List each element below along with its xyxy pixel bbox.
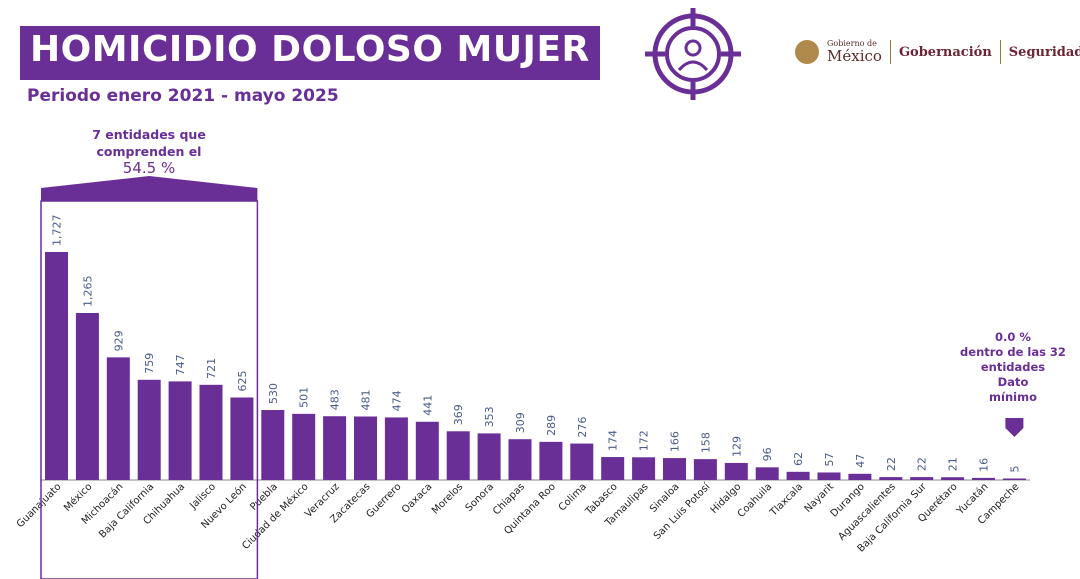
category-tick-label: Jalisco [187,481,218,512]
bar-value-label: 166 [669,431,682,452]
bar-value-label: 47 [854,454,867,468]
gobierno-logo: Gobierno de México [827,39,882,65]
bar [106,357,130,480]
bar-value-label: 5 [1008,466,1021,473]
bar [879,477,903,480]
bar [75,312,99,480]
bar-value-label: 96 [761,447,774,461]
title-banner: HOMICIDIO DOLOSO MUJER [20,26,600,80]
min-annotation-line4: Dato [998,375,1029,389]
bar [539,441,563,480]
bar-value-label: 1,727 [51,215,64,247]
bar [45,252,68,480]
category-tick-label: Oaxaca [400,481,434,515]
category-tick-label: Coahuila [736,481,775,520]
bar [168,381,192,480]
bars-group: 1,727Guanajuato1,265México929Michoacán75… [15,215,1030,555]
bar [570,443,594,480]
bar [292,413,316,480]
bar-value-label: 172 [638,430,651,451]
logo-divider [889,40,891,64]
category-tick-label: Guanajuato [15,481,64,530]
bar-value-label: 22 [885,457,898,471]
bar-value-label: 501 [298,387,311,408]
category-tick-label: Morelos [430,481,465,516]
category-tick-label: Baja California [97,481,156,540]
bar [972,477,995,480]
bar-value-label: 276 [576,417,589,438]
bar [415,421,439,480]
bar [724,462,748,480]
bar [137,379,161,480]
government-logos: Gobierno de México Gobernación Seguridad [795,36,1080,68]
bar [601,457,625,480]
logo-divider [999,40,1001,64]
bar [693,459,717,480]
bar [755,467,779,480]
bar [817,472,841,480]
bar [663,458,686,480]
min-annotation-line3: entidades [981,360,1045,374]
category-tick-label: Aguascalientes [837,481,898,542]
mexico-seal-icon [795,40,819,64]
bar-value-label: 441 [421,395,434,416]
bar [910,477,934,480]
bar-value-label: 174 [607,430,620,451]
bar [384,417,408,480]
bar-value-label: 483 [329,389,342,410]
page-subtitle: Periodo enero 2021 - mayo 2025 [27,86,339,106]
bar [354,416,377,480]
bar-value-label: 129 [730,436,743,457]
bar-value-label: 747 [174,354,187,375]
category-tick-label: Tlaxcala [768,481,806,519]
min-annotation-line1: 0.0 % [995,330,1031,344]
bar-value-label: 21 [947,457,960,471]
group-annotation-line2: comprenden el [97,144,202,159]
bar-value-label: 474 [390,390,403,411]
min-annotation-line5: mínimo [989,390,1037,404]
bar-value-label: 369 [452,404,465,425]
bar-value-label: 625 [236,370,249,391]
page-title: HOMICIDIO DOLOSO MUJER [30,29,590,70]
bar-value-label: 22 [916,457,929,471]
group-bracket-roof [41,176,258,201]
bar-value-label: 353 [483,406,496,427]
group-bracket-box [40,200,259,579]
bar [230,397,254,480]
bar [941,477,965,480]
bar [786,471,810,480]
category-tick-label: San Luis Potosí [651,480,713,542]
bar-value-label: 1,265 [81,275,94,307]
bar-value-label: 759 [143,353,156,374]
bar-value-label: 309 [514,412,527,433]
bar [1002,478,1026,480]
bar [477,433,501,480]
bar-value-label: 158 [699,432,712,453]
group-annotation-pct: 54.5 % [123,159,175,177]
bar-value-label: 530 [267,383,280,404]
bar [261,410,285,480]
bar-value-label: 289 [545,415,558,436]
bar [323,416,347,480]
gobernacion-logo: Gobernación [898,44,992,60]
bar [446,431,470,480]
bar [199,384,223,480]
bar-value-label: 57 [823,452,836,466]
group-annotation-line1: 7 entidades que [92,127,206,142]
min-value-arrow-icon [1005,418,1024,437]
bar-value-label: 16 [978,458,991,472]
bar [632,457,656,480]
annotations-group: 7 entidades que comprenden el 54.5 % 0.0… [40,127,1066,579]
seguridad-logo: Seguridad [1008,44,1080,60]
bar [848,473,872,480]
min-annotation-line2: dentro de las 32 [960,345,1066,359]
crosshair-woman-icon [645,8,741,100]
bar [508,439,532,480]
bar-value-label: 929 [112,330,125,351]
bar-value-label: 62 [792,452,805,466]
bar-value-label: 721 [205,358,218,379]
bar-value-label: 481 [360,389,373,410]
